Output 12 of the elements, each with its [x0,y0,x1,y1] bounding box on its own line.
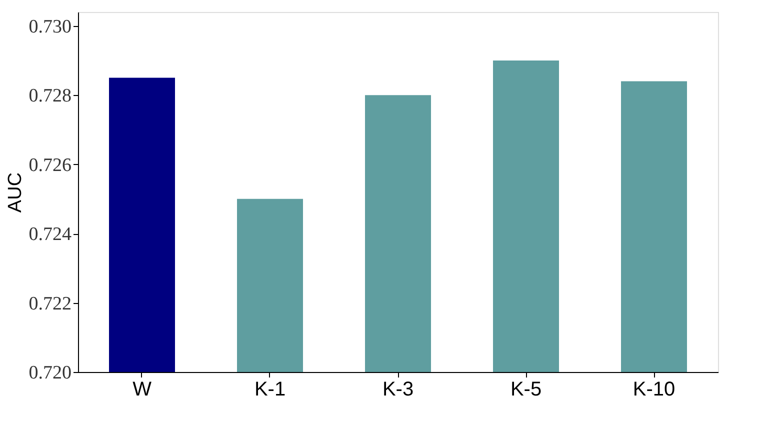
x-tick-label: K-1 [254,378,286,400]
y-tick-label: 0.726 [28,154,72,176]
x-tick-label: K-5 [510,378,542,400]
x-tick-label: W [132,378,152,400]
y-tick-label: 0.720 [28,362,72,384]
x-tick-label: K-3 [382,378,414,400]
y-axis-title: AUC [4,172,26,213]
y-tick-label: 0.724 [28,224,72,246]
y-tick-label: 0.730 [28,16,72,38]
x-tick-label: K-10 [632,378,676,400]
y-tick-label: 0.722 [28,293,72,314]
y-tick-label: 0.728 [28,86,72,107]
